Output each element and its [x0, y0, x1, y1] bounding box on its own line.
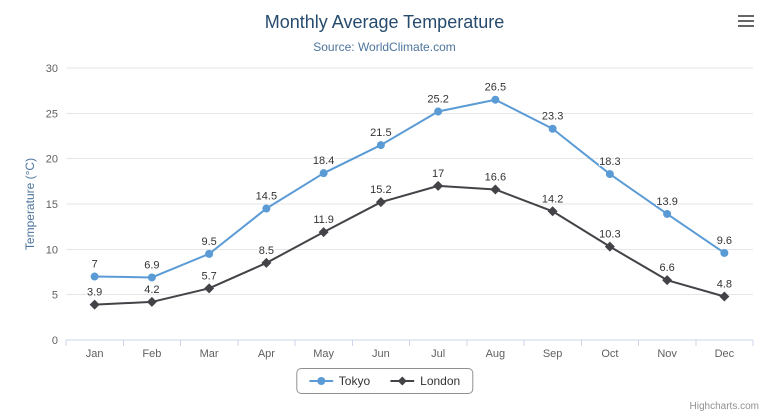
- data-label-london: 4.8: [717, 278, 732, 290]
- x-axis-category-label: Sep: [543, 348, 563, 360]
- data-label-tokyo: 14.5: [256, 191, 277, 203]
- x-axis-category-label: Apr: [258, 348, 275, 360]
- data-label-tokyo: 25.2: [427, 94, 448, 106]
- data-label-tokyo: 21.5: [370, 127, 391, 139]
- data-label-london: 6.6: [659, 262, 674, 274]
- legend-diamond-icon: [390, 376, 415, 386]
- data-point-tokyo[interactable]: [376, 141, 385, 150]
- data-point-london[interactable]: [146, 296, 157, 307]
- data-point-london[interactable]: [662, 275, 673, 286]
- chart-title: Monthly Average Temperature: [264, 12, 505, 32]
- y-axis-tick-label: 20: [46, 154, 58, 166]
- y-axis-tick-label: 15: [46, 199, 58, 211]
- x-axis-category-label: Mar: [200, 348, 219, 360]
- data-label-london: 10.3: [599, 229, 620, 241]
- data-label-tokyo: 26.5: [485, 82, 506, 94]
- data-point-london[interactable]: [318, 227, 329, 238]
- legend-circle-icon: [308, 377, 333, 385]
- data-point-tokyo[interactable]: [319, 169, 328, 178]
- y-axis-tick-label: 25: [46, 108, 58, 120]
- series-line-tokyo: [94, 98, 725, 279]
- data-label-tokyo: 6.9: [144, 259, 159, 271]
- hamburger-line: [738, 25, 754, 27]
- credits-link[interactable]: Highcharts.com: [689, 401, 759, 412]
- data-point-london[interactable]: [375, 197, 386, 208]
- legend-label-tokyo: Tokyo: [338, 374, 371, 388]
- series-line-london: [94, 184, 725, 306]
- data-point-london[interactable]: [433, 180, 444, 191]
- data-point-london[interactable]: [604, 241, 615, 252]
- y-axis-tick-label: 5: [52, 290, 58, 302]
- hamburger-line: [738, 15, 754, 17]
- data-label-london: 16.6: [485, 171, 506, 183]
- x-axis-category-label: Aug: [486, 348, 506, 360]
- data-point-london[interactable]: [204, 283, 215, 294]
- chart-subtitle: Source: WorldClimate.com: [313, 40, 456, 54]
- x-axis-category-label: Dec: [715, 348, 735, 360]
- data-point-tokyo[interactable]: [205, 249, 214, 258]
- data-label-london: 3.9: [87, 287, 102, 299]
- y-axis-tick-label: 10: [46, 244, 58, 256]
- data-label-london: 14.2: [542, 193, 563, 205]
- data-point-tokyo[interactable]: [434, 107, 443, 116]
- legend-item-london[interactable]: London: [390, 374, 460, 388]
- data-label-tokyo: 13.9: [656, 196, 677, 208]
- data-label-london: 4.2: [144, 284, 159, 296]
- legend-label-london: London: [420, 374, 461, 388]
- data-point-tokyo[interactable]: [663, 209, 672, 218]
- data-label-london: 15.2: [370, 184, 391, 196]
- data-point-tokyo[interactable]: [720, 248, 729, 257]
- data-label-tokyo: 9.5: [201, 236, 216, 248]
- data-point-tokyo[interactable]: [147, 273, 156, 282]
- data-label-tokyo: 18.4: [313, 155, 334, 167]
- data-point-london[interactable]: [261, 257, 272, 268]
- y-axis-tick-label: 0: [52, 335, 58, 347]
- data-label-tokyo: 7: [92, 259, 98, 271]
- data-point-tokyo[interactable]: [605, 170, 614, 179]
- y-axis-tick-label: 30: [46, 63, 58, 75]
- data-point-london[interactable]: [490, 184, 501, 195]
- data-label-london: 8.5: [259, 245, 274, 257]
- data-label-tokyo: 23.3: [542, 111, 563, 123]
- data-label-london: 11.9: [313, 214, 334, 226]
- x-axis-category-label: Oct: [601, 348, 618, 360]
- data-label-tokyo: 18.3: [599, 156, 620, 168]
- legend-item-tokyo[interactable]: Tokyo: [308, 374, 371, 388]
- data-point-tokyo[interactable]: [548, 124, 557, 133]
- x-axis-category-label: Jun: [372, 348, 390, 360]
- data-point-london[interactable]: [719, 291, 730, 302]
- data-point-tokyo[interactable]: [262, 204, 271, 213]
- hamburger-menu-icon[interactable]: [735, 12, 757, 30]
- x-axis-category-label: Jan: [86, 348, 104, 360]
- x-axis-category-label: Nov: [657, 348, 677, 360]
- legend: Tokyo London: [295, 368, 474, 394]
- data-point-london[interactable]: [89, 299, 100, 310]
- data-point-tokyo[interactable]: [491, 95, 500, 104]
- data-point-tokyo[interactable]: [90, 272, 99, 281]
- data-point-london[interactable]: [547, 206, 558, 217]
- data-label-london: 5.7: [201, 270, 216, 282]
- x-axis-category-label: May: [313, 348, 334, 360]
- x-axis-category-label: Jul: [431, 348, 445, 360]
- x-axis-category-label: Feb: [142, 348, 161, 360]
- data-label-london: 17: [432, 168, 444, 180]
- hamburger-line: [738, 20, 754, 22]
- data-label-tokyo: 9.6: [717, 235, 732, 247]
